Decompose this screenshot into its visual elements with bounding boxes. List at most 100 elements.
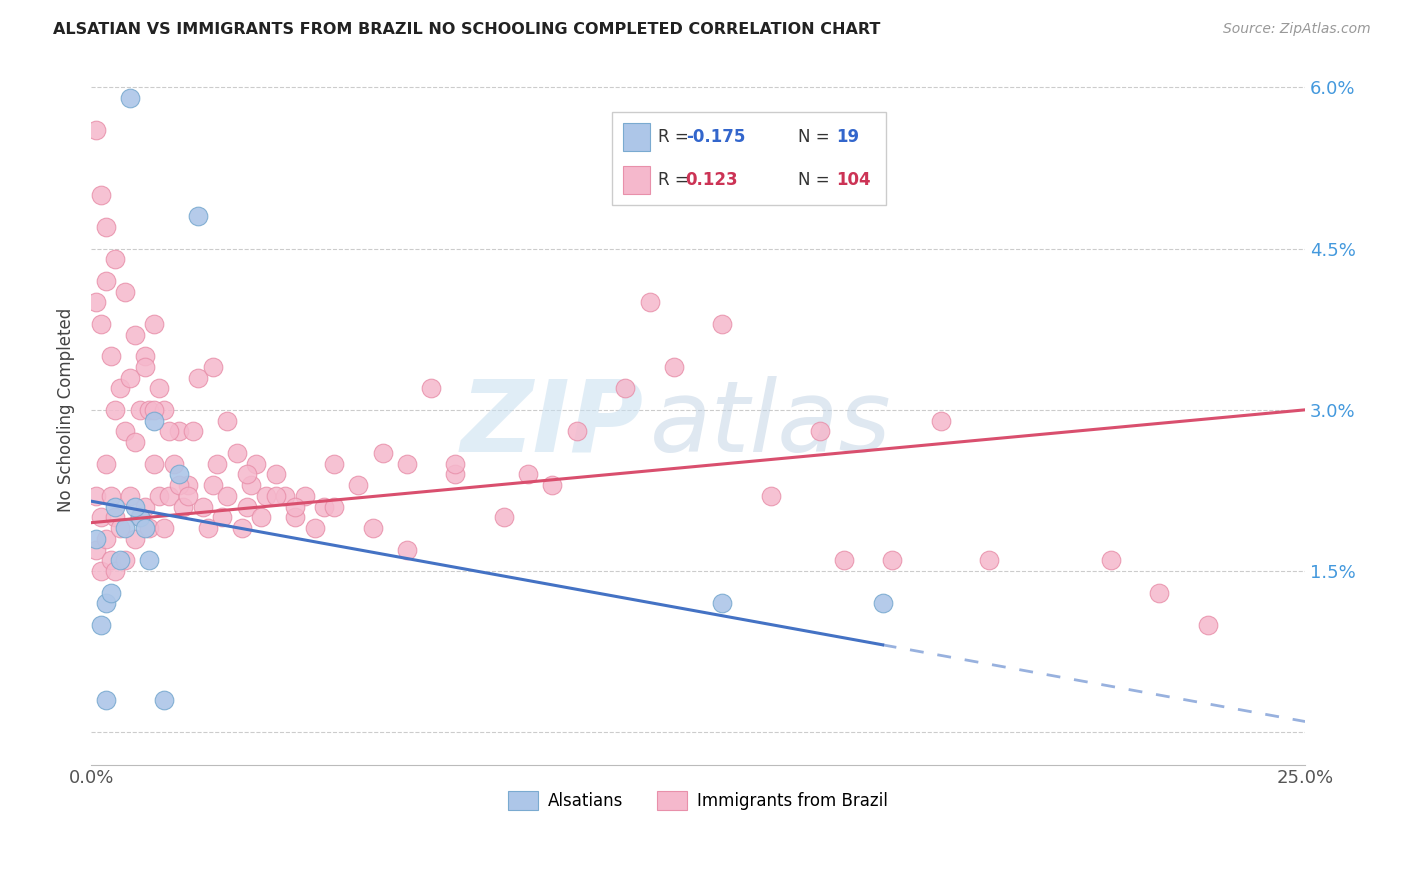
Point xyxy=(114,521,136,535)
Point xyxy=(808,425,831,439)
Point xyxy=(191,500,214,514)
Point xyxy=(614,381,637,395)
Point xyxy=(138,402,160,417)
Point xyxy=(104,402,127,417)
Point xyxy=(157,425,180,439)
Point xyxy=(565,425,588,439)
Point xyxy=(163,457,186,471)
Point xyxy=(274,489,297,503)
Point xyxy=(347,478,370,492)
Point xyxy=(181,425,204,439)
Point xyxy=(284,510,307,524)
Point xyxy=(979,553,1001,567)
Point xyxy=(134,359,156,374)
Point xyxy=(395,542,418,557)
Point xyxy=(197,521,219,535)
Point xyxy=(177,489,200,503)
Point xyxy=(882,553,904,567)
Point xyxy=(264,467,287,482)
Point xyxy=(420,381,443,395)
Text: 104: 104 xyxy=(837,171,872,189)
Point xyxy=(94,693,117,707)
Point xyxy=(201,478,224,492)
Point xyxy=(1149,585,1171,599)
Point xyxy=(294,489,316,503)
Point xyxy=(104,252,127,267)
Point xyxy=(517,467,540,482)
Point xyxy=(94,596,117,610)
Point xyxy=(143,413,166,427)
Point xyxy=(100,489,122,503)
Point xyxy=(711,596,734,610)
Point xyxy=(134,500,156,514)
Point xyxy=(395,457,418,471)
Point xyxy=(100,349,122,363)
Point xyxy=(759,489,782,503)
Bar xyxy=(623,123,650,151)
Point xyxy=(84,532,107,546)
Point xyxy=(245,457,267,471)
Point xyxy=(304,521,326,535)
Point xyxy=(100,553,122,567)
Point xyxy=(167,425,190,439)
Point xyxy=(217,413,239,427)
Point xyxy=(371,446,394,460)
Point xyxy=(217,489,239,503)
Point xyxy=(187,210,209,224)
Point xyxy=(94,220,117,235)
Bar xyxy=(623,166,650,194)
Point xyxy=(90,187,112,202)
Point xyxy=(84,123,107,137)
Point xyxy=(110,381,132,395)
Point xyxy=(94,274,117,288)
Text: 0.123: 0.123 xyxy=(686,171,738,189)
Point xyxy=(153,521,176,535)
Y-axis label: No Schooling Completed: No Schooling Completed xyxy=(58,308,75,512)
Point xyxy=(541,478,564,492)
Text: N =: N = xyxy=(799,128,830,145)
Point xyxy=(1197,617,1219,632)
Point xyxy=(444,457,467,471)
Point xyxy=(167,467,190,482)
Point xyxy=(134,349,156,363)
Point xyxy=(90,564,112,578)
Point xyxy=(172,500,194,514)
Point xyxy=(148,489,170,503)
Text: 19: 19 xyxy=(837,128,859,145)
Point xyxy=(211,510,233,524)
Point xyxy=(662,359,685,374)
Point xyxy=(153,402,176,417)
Point xyxy=(284,500,307,514)
Point xyxy=(201,359,224,374)
Text: ZIP: ZIP xyxy=(461,376,644,473)
Point xyxy=(118,91,141,105)
Point xyxy=(90,617,112,632)
Point xyxy=(134,521,156,535)
Point xyxy=(235,467,257,482)
Point xyxy=(128,402,150,417)
Legend: Alsatians, Immigrants from Brazil: Alsatians, Immigrants from Brazil xyxy=(502,784,894,816)
Text: atlas: atlas xyxy=(650,376,891,473)
Point xyxy=(143,317,166,331)
Point xyxy=(177,478,200,492)
Point xyxy=(138,521,160,535)
Point xyxy=(323,457,346,471)
Point xyxy=(157,489,180,503)
Point xyxy=(124,327,146,342)
Point xyxy=(264,489,287,503)
Point xyxy=(138,553,160,567)
Point xyxy=(90,317,112,331)
Text: N =: N = xyxy=(799,171,830,189)
Point xyxy=(1099,553,1122,567)
Point xyxy=(118,489,141,503)
Text: R =: R = xyxy=(658,128,695,145)
Point xyxy=(323,500,346,514)
Point xyxy=(128,510,150,524)
Point xyxy=(250,510,273,524)
Point xyxy=(638,295,661,310)
Point xyxy=(104,564,127,578)
Point xyxy=(832,553,855,567)
Point xyxy=(114,285,136,299)
Point xyxy=(84,489,107,503)
Point xyxy=(84,542,107,557)
